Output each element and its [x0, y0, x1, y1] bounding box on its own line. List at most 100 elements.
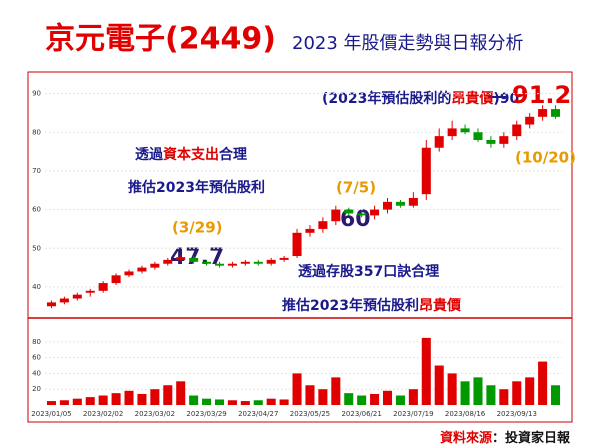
- candle-body: [214, 263, 225, 266]
- candle-body: [460, 128, 470, 133]
- y-tick-label: 70: [32, 167, 41, 175]
- candle-body: [240, 261, 250, 264]
- candle-body: [344, 209, 354, 214]
- candle-body: [447, 128, 457, 137]
- march-date: (3/29): [172, 219, 223, 237]
- y-tick-label: 40: [32, 283, 41, 291]
- volume-bar: [395, 395, 405, 405]
- volume-bar: [189, 395, 199, 405]
- candle-body: [279, 257, 289, 260]
- candle-body: [253, 261, 263, 264]
- candle-body: [85, 290, 95, 293]
- candle-body: [318, 221, 328, 229]
- volume-bar: [98, 395, 108, 405]
- candle-body: [227, 263, 237, 266]
- volume-bar: [499, 389, 509, 405]
- volume-bar: [150, 389, 160, 405]
- y-tick-label: 80: [32, 128, 41, 136]
- candle-body: [395, 201, 405, 206]
- volume-bar: [305, 385, 315, 405]
- volume-bar: [253, 400, 263, 405]
- candle-body: [292, 232, 302, 256]
- candle-body: [163, 259, 173, 264]
- candle-body: [124, 271, 134, 276]
- note-part: 透過: [135, 147, 164, 163]
- candle-body: [176, 257, 186, 260]
- candle-body: [111, 275, 121, 284]
- volume-bar: [279, 399, 289, 405]
- volume-bar: [46, 401, 56, 405]
- chart-title: 京元電子(2449): [45, 22, 276, 57]
- volume-bar: [512, 381, 522, 405]
- source: 資料來源：投資家日報: [440, 430, 571, 446]
- volume-bar: [227, 400, 237, 405]
- candle-body: [357, 213, 367, 216]
- candle-body: [434, 136, 444, 148]
- y-tick-label: 50: [32, 244, 41, 252]
- volume-bar: [538, 361, 548, 405]
- volume-bar: [331, 377, 341, 405]
- x-tick-label: 2023/02/02: [83, 410, 123, 418]
- volume-bar: [370, 393, 380, 405]
- candle-body: [551, 109, 561, 117]
- note-part: )90: [493, 91, 519, 107]
- volume-bar: [266, 398, 276, 405]
- volume-tick-label: 60: [32, 354, 41, 362]
- x-tick-label: 2023/05/25: [290, 410, 330, 418]
- volume-bar: [202, 398, 212, 405]
- y-tick-label: 90: [32, 90, 41, 98]
- candle-body: [72, 294, 82, 299]
- volume-bar: [551, 385, 561, 405]
- peak-label: 91.2: [512, 81, 571, 109]
- volume-bar: [124, 390, 134, 405]
- candle-body: [421, 147, 431, 195]
- note-part: 昂貴價: [419, 297, 462, 314]
- volume-bar: [176, 381, 186, 405]
- volume-bar: [344, 393, 354, 405]
- candle-body: [486, 140, 496, 144]
- formula-note: 推估2023年預估股利昂貴價: [282, 297, 462, 314]
- candle-body: [473, 132, 483, 140]
- x-tick-label: 2023/03/29: [186, 410, 226, 418]
- capex-note: 推估2023年預估股利: [128, 179, 265, 196]
- volume-bar: [447, 373, 457, 405]
- candle-body: [538, 109, 548, 117]
- volume-tick-label: 40: [32, 369, 41, 377]
- volume-bar: [72, 398, 82, 405]
- expensive-note: (2023年預估股利的昂貴價)90: [322, 90, 520, 107]
- volume-bar: [292, 373, 302, 405]
- volume-bar: [318, 389, 328, 405]
- candle-body: [150, 263, 160, 268]
- volume-bar: [408, 389, 418, 405]
- candle-body: [266, 259, 276, 264]
- x-tick-label: 2023/08/16: [445, 410, 486, 418]
- volume-bar: [473, 377, 483, 405]
- note-part: 資本支出: [163, 146, 219, 163]
- volume-bar: [525, 377, 535, 405]
- chart-subtitle: 2023 年股價走勢與日報分析: [292, 33, 524, 54]
- peak-date: (10/20): [515, 149, 576, 167]
- volume-bar: [85, 397, 95, 405]
- x-tick-label: 2023/09/13: [497, 410, 537, 418]
- volume-bar: [357, 395, 367, 405]
- candle-body: [189, 257, 199, 262]
- x-tick-label: 2023/04/27: [238, 410, 278, 418]
- volume-bar: [460, 381, 470, 405]
- volume-bar: [421, 337, 431, 405]
- volume-bar: [382, 390, 393, 405]
- formula-note: 透過存股357口訣合理: [298, 263, 439, 280]
- candle-body: [202, 261, 212, 264]
- note-part: 合理: [219, 146, 247, 163]
- candle-body: [137, 267, 147, 272]
- note-part: (2023年預估股利的: [322, 90, 451, 107]
- y-tick-label: 60: [32, 206, 41, 214]
- x-tick-label: 2023/03/02: [135, 410, 175, 418]
- volume-bar: [240, 401, 250, 405]
- note-part: 昂貴價: [451, 90, 494, 107]
- volume-tick-label: 80: [32, 338, 41, 346]
- volume-bar: [486, 385, 496, 405]
- volume-bar: [59, 400, 69, 405]
- candle-body: [525, 116, 535, 125]
- note-part: 推估2023年預估股利: [282, 297, 419, 314]
